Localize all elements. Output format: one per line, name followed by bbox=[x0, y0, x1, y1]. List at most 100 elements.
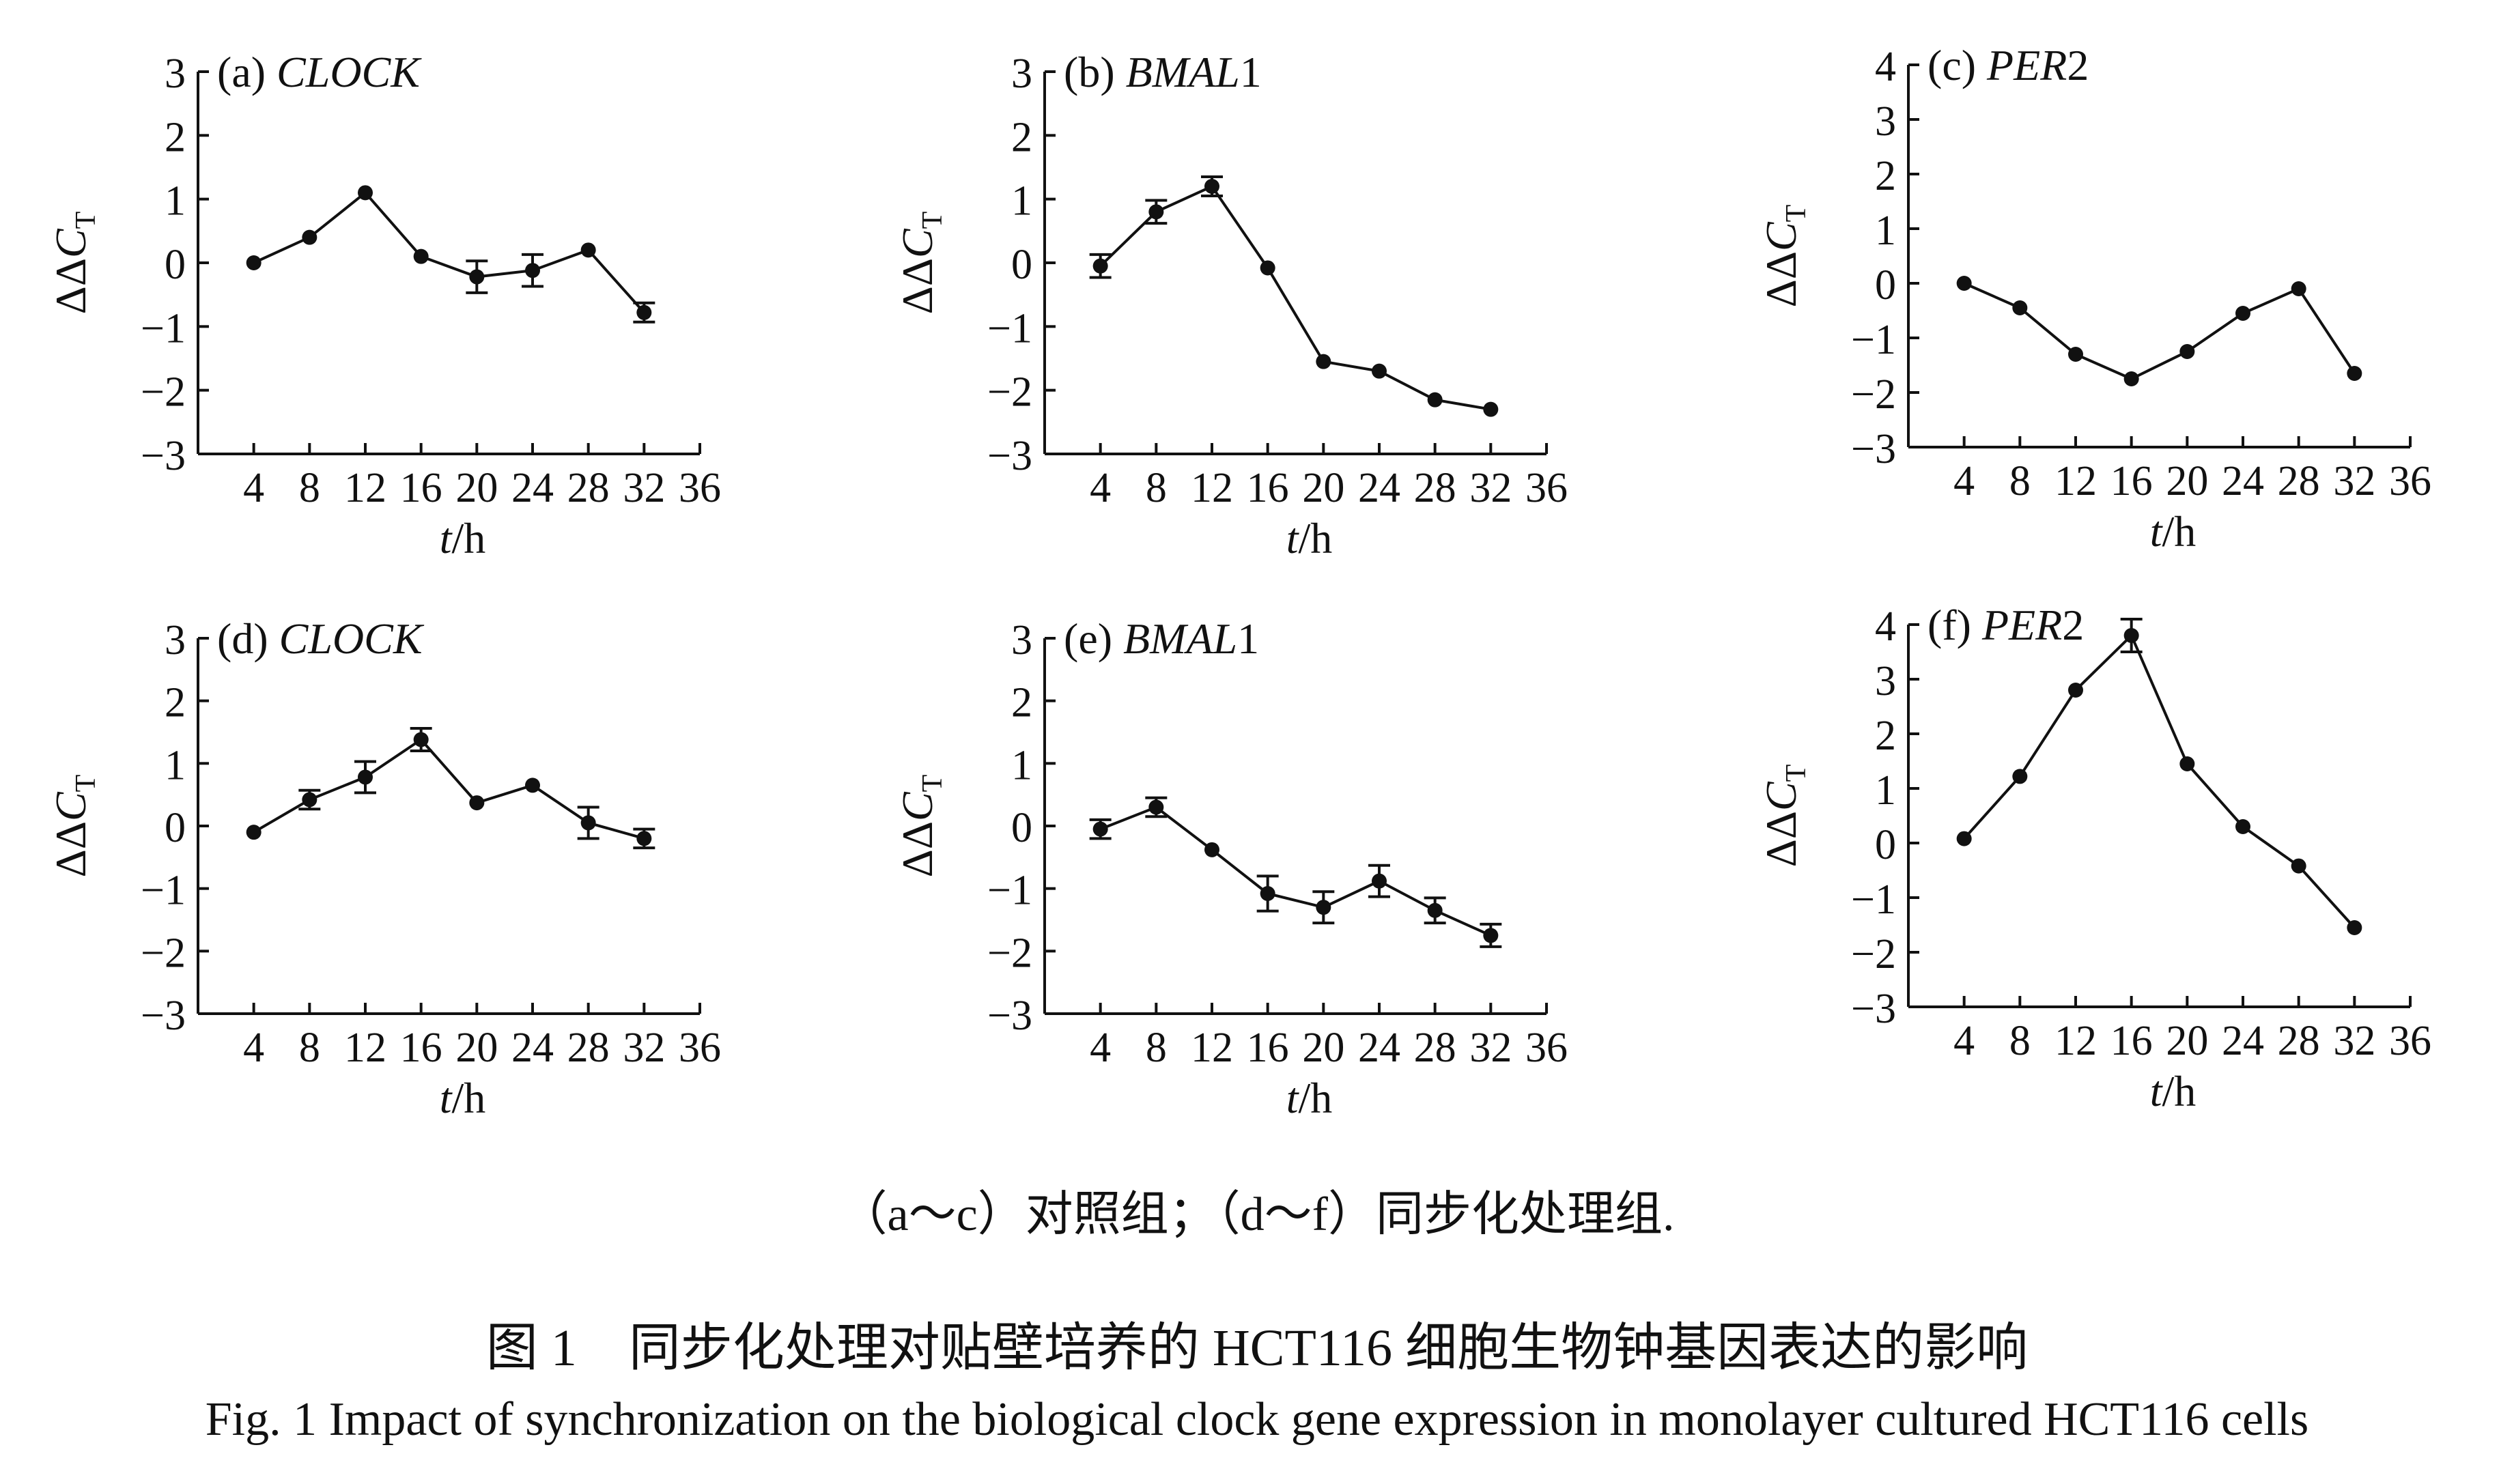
x-tick-label: 20 bbox=[2166, 458, 2208, 504]
y-tick-label: −1 bbox=[141, 868, 186, 914]
data-point bbox=[2235, 819, 2250, 834]
y-tick-label: 4 bbox=[1875, 44, 1896, 90]
x-tick-label: 32 bbox=[2333, 1018, 2375, 1064]
data-point bbox=[2291, 281, 2306, 296]
x-tick-label: 8 bbox=[2009, 1018, 2031, 1064]
panel-gene-name: PER bbox=[1986, 41, 2067, 89]
data-point bbox=[580, 815, 596, 831]
x-tick-label: 12 bbox=[1191, 465, 1233, 511]
panel-title: (d) CLOCK bbox=[217, 614, 425, 663]
series-line bbox=[1099, 805, 1492, 937]
y-axis-label: ΔΔCT bbox=[46, 775, 102, 878]
series-line bbox=[1963, 633, 2356, 929]
y-tick-label: 3 bbox=[1875, 98, 1896, 145]
x-tick-label: 4 bbox=[1953, 458, 1975, 504]
y-tick-label: 0 bbox=[165, 805, 186, 851]
data-point bbox=[246, 255, 262, 270]
y-tick-label: −3 bbox=[987, 433, 1032, 479]
panel-gene-name: BMAL bbox=[1123, 614, 1237, 663]
x-tick-label: 28 bbox=[1414, 1025, 1456, 1071]
x-axis-label-variable: t bbox=[440, 514, 453, 562]
y-tick-label: −1 bbox=[1851, 876, 1896, 923]
panel-title: (a) CLOCK bbox=[217, 48, 422, 96]
x-axis-label-unit: /h bbox=[2162, 507, 2197, 556]
data-point bbox=[2347, 920, 2362, 935]
x-tick-label: 16 bbox=[1247, 1025, 1289, 1071]
data-point bbox=[2068, 683, 2083, 698]
x-tick-label: 16 bbox=[400, 465, 442, 511]
x-axis-label: t/h bbox=[1286, 1074, 1333, 1122]
y-axis-label: ΔΔCT bbox=[893, 212, 948, 315]
x-axis-label: t/h bbox=[2150, 1067, 2197, 1115]
y-tick-label: −3 bbox=[1851, 426, 1896, 472]
y-tick-label: 3 bbox=[165, 617, 186, 663]
data-point bbox=[2179, 344, 2195, 359]
y-tick-label: 1 bbox=[165, 178, 186, 225]
panel-title: (b) BMAL1 bbox=[1064, 48, 1262, 96]
y-axis-label-c: C bbox=[1757, 221, 1805, 251]
x-tick-label: 4 bbox=[1090, 465, 1111, 511]
y-axis-label-subscript: T bbox=[917, 212, 948, 229]
y-tick-label: 2 bbox=[1011, 680, 1032, 726]
data-point bbox=[1092, 821, 1108, 837]
x-tick-label: 4 bbox=[243, 1025, 264, 1071]
data-point bbox=[2291, 858, 2306, 874]
y-axis-label-c: C bbox=[893, 791, 942, 821]
x-tick-label: 12 bbox=[344, 1025, 386, 1071]
data-point bbox=[1427, 902, 1443, 918]
y-axis-label-delta: ΔΔ bbox=[1757, 811, 1805, 867]
data-point bbox=[1260, 886, 1275, 901]
x-tick-label: 36 bbox=[1525, 1025, 1568, 1071]
y-tick-label: 0 bbox=[1875, 822, 1896, 868]
y-tick-label: 2 bbox=[1875, 153, 1896, 199]
data-point bbox=[636, 304, 652, 320]
x-tick-label: 4 bbox=[1090, 1025, 1111, 1071]
data-point bbox=[469, 795, 485, 811]
panel-label: (a) bbox=[217, 48, 277, 96]
y-tick-label: 2 bbox=[165, 680, 186, 726]
x-tick-label: 12 bbox=[1191, 1025, 1233, 1071]
data-point bbox=[1956, 276, 1972, 291]
data-point bbox=[413, 732, 429, 747]
data-point bbox=[302, 229, 317, 245]
x-tick-label: 24 bbox=[2222, 458, 2264, 504]
data-point bbox=[2235, 306, 2250, 321]
x-tick-label: 12 bbox=[344, 465, 386, 511]
x-tick-label: 24 bbox=[511, 1025, 554, 1071]
data-point bbox=[358, 185, 373, 201]
x-tick-label: 28 bbox=[567, 1025, 610, 1071]
panel-label: (f) bbox=[1927, 601, 1982, 649]
y-tick-label: −1 bbox=[987, 868, 1032, 914]
x-tick-label: 24 bbox=[1358, 1025, 1400, 1071]
y-axis-label-delta: ΔΔ bbox=[46, 258, 95, 314]
x-tick-label: 20 bbox=[1302, 465, 1344, 511]
y-tick-label: 0 bbox=[165, 242, 186, 288]
data-point bbox=[525, 263, 540, 279]
x-tick-label: 24 bbox=[2222, 1018, 2264, 1064]
y-tick-label: 3 bbox=[1011, 617, 1032, 663]
x-tick-label: 32 bbox=[1469, 465, 1512, 511]
y-tick-label: −3 bbox=[1851, 986, 1896, 1032]
data-point bbox=[1372, 873, 1387, 889]
x-tick-label: 28 bbox=[2278, 1018, 2320, 1064]
y-tick-label: 0 bbox=[1875, 262, 1896, 309]
panel-title: (e) BMAL1 bbox=[1064, 614, 1259, 663]
y-axis-label-delta: ΔΔ bbox=[893, 258, 942, 314]
y-tick-label: 2 bbox=[165, 114, 186, 160]
y-tick-label: −2 bbox=[987, 930, 1032, 976]
y-tick-label: 3 bbox=[1011, 51, 1032, 97]
y-axis-label-c: C bbox=[46, 228, 95, 258]
x-tick-label: 16 bbox=[2110, 1018, 2153, 1064]
y-tick-label: −2 bbox=[141, 369, 186, 416]
y-axis-label: ΔΔCT bbox=[893, 775, 948, 878]
x-tick-label: 4 bbox=[1953, 1018, 1975, 1064]
x-tick-label: 16 bbox=[1247, 465, 1289, 511]
data-point bbox=[1260, 260, 1275, 276]
data-point bbox=[1483, 928, 1499, 943]
series-line bbox=[253, 737, 645, 840]
y-axis-label-subscript: T bbox=[70, 775, 102, 793]
y-tick-label: 2 bbox=[1011, 114, 1032, 160]
x-axis-label: t/h bbox=[1286, 514, 1333, 562]
